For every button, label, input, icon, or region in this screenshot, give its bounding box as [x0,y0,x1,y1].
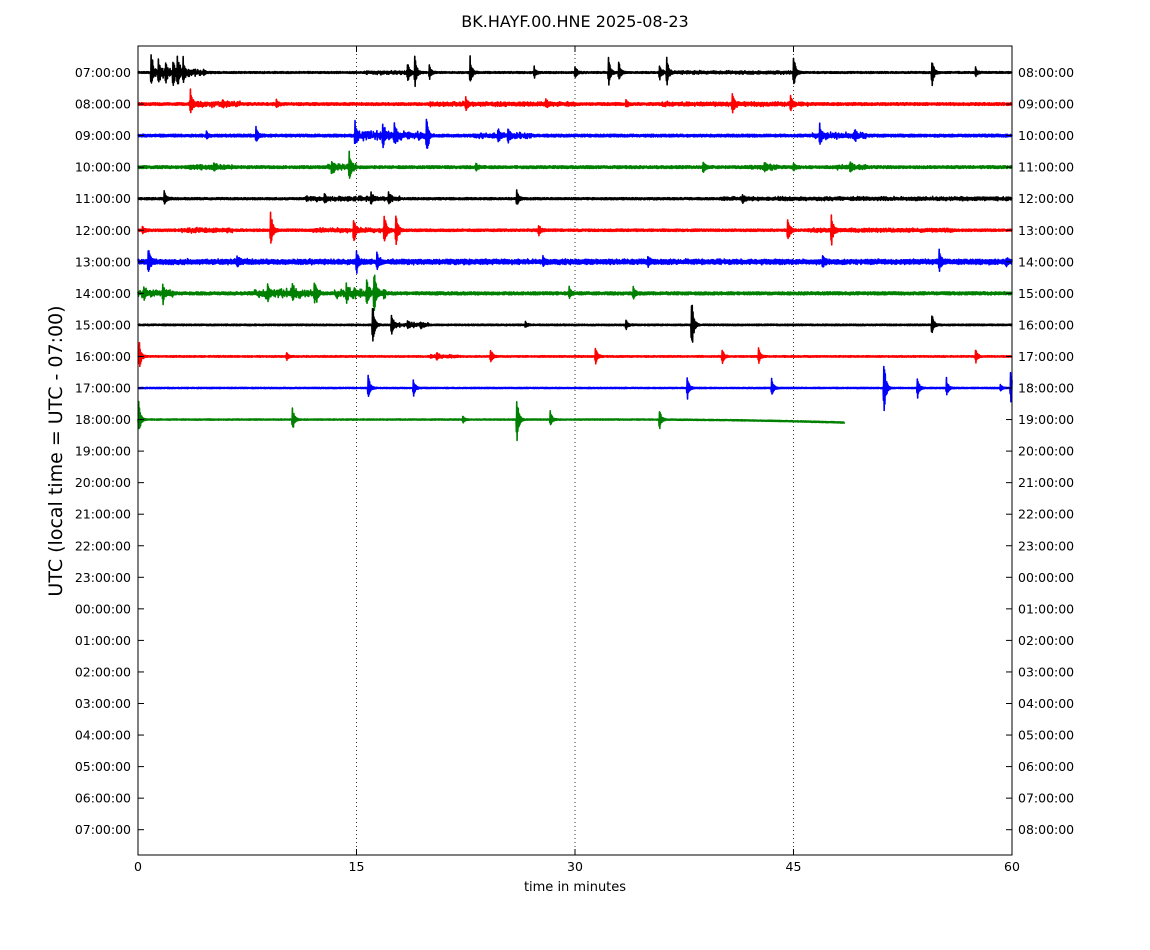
trace-row-7 [137,274,1013,312]
y-tick-label-left: 07:00:00 [75,65,131,80]
y-tick-label-right: 04:00:00 [1018,696,1074,711]
axis-ticks: 07:00:00 08:00:00 09:00:00 10:00:00 11:00:00… [75,46,1074,874]
y-tick-label-left: 07:00:00 [75,822,131,837]
y-tick-label-right: 18:00:00 [1018,381,1074,396]
y-tick-label-left: 18:00:00 [75,412,131,427]
y-tick-label-left: 14:00:00 [75,286,131,301]
trace-row-2 [137,118,1013,149]
trace-row-10 [137,365,1013,412]
y-tick-label-left: 05:00:00 [75,759,131,774]
y-tick-label-left: 03:00:00 [75,696,131,711]
trace-row-9 [137,341,1013,368]
y-tick-label-left: 10:00:00 [75,160,131,175]
trace-row-3 [137,150,1013,179]
y-tick-label-right: 22:00:00 [1018,507,1074,522]
y-tick-label-left: 06:00:00 [75,791,131,806]
seismic-traces [137,54,1013,442]
y-tick-label-right: 13:00:00 [1018,223,1074,238]
y-tick-label-right: 23:00:00 [1018,538,1074,553]
y-tick-label-right: 06:00:00 [1018,759,1074,774]
y-axis-label: UTC (local time = UTC - 07:00) [45,305,67,596]
trace-row-1 [137,88,1013,114]
y-tick-label-right: 07:00:00 [1018,791,1074,806]
y-tick-label-left: 09:00:00 [75,128,131,143]
y-tick-label-left: 23:00:00 [75,570,131,585]
y-tick-label-right: 00:00:00 [1018,570,1074,585]
x-tick-label: 60 [1004,859,1020,874]
y-tick-label-left: 22:00:00 [75,538,131,553]
y-tick-label-right: 02:00:00 [1018,633,1074,648]
y-tick-label-right: 16:00:00 [1018,317,1074,332]
trace-row-5 [137,211,1013,246]
trace-row-8 [137,304,1013,343]
trace-row-11 [137,400,846,442]
x-tick-label: 0 [134,859,142,874]
x-tick-label: 45 [786,859,802,874]
y-tick-label-right: 01:00:00 [1018,601,1074,616]
y-tick-label-right: 03:00:00 [1018,664,1074,679]
y-tick-label-right: 21:00:00 [1018,475,1074,490]
y-tick-label-right: 19:00:00 [1018,412,1074,427]
y-tick-label-right: 09:00:00 [1018,97,1074,112]
y-tick-label-left: 11:00:00 [75,191,131,206]
y-tick-label-left: 01:00:00 [75,633,131,648]
y-tick-label-left: 16:00:00 [75,349,131,364]
y-tick-label-left: 19:00:00 [75,444,131,459]
y-tick-label-right: 14:00:00 [1018,254,1074,269]
y-tick-label-right: 08:00:00 [1018,822,1074,837]
y-tick-label-left: 12:00:00 [75,223,131,238]
x-tick-label: 15 [349,859,365,874]
y-tick-label-left: 17:00:00 [75,381,131,396]
y-tick-label-left: 20:00:00 [75,475,131,490]
y-tick-label-left: 08:00:00 [75,97,131,112]
trace-row-6 [137,248,1013,274]
grid-lines [356,46,794,855]
x-axis-label: time in minutes [524,880,626,895]
y-tick-label-right: 15:00:00 [1018,286,1074,301]
plot-frame [137,45,1013,856]
y-tick-label-right: 10:00:00 [1018,128,1074,143]
chart-title: BK.HAYF.00.HNE 2025-08-23 [461,12,688,31]
y-tick-label-right: 08:00:00 [1018,65,1074,80]
x-tick-label: 30 [567,859,583,874]
y-tick-label-left: 21:00:00 [75,507,131,522]
y-tick-label-left: 15:00:00 [75,317,131,332]
y-tick-label-right: 05:00:00 [1018,728,1074,743]
y-tick-label-right: 17:00:00 [1018,349,1074,364]
trace-row-0 [137,54,1013,88]
y-tick-label-right: 11:00:00 [1018,160,1074,175]
y-tick-label-left: 13:00:00 [75,254,131,269]
y-tick-label-left: 04:00:00 [75,728,131,743]
y-tick-label-right: 12:00:00 [1018,191,1074,206]
y-tick-label-left: 02:00:00 [75,664,131,679]
trace-row-4 [137,189,1013,205]
y-tick-label-right: 20:00:00 [1018,444,1074,459]
y-tick-label-left: 00:00:00 [75,601,131,616]
